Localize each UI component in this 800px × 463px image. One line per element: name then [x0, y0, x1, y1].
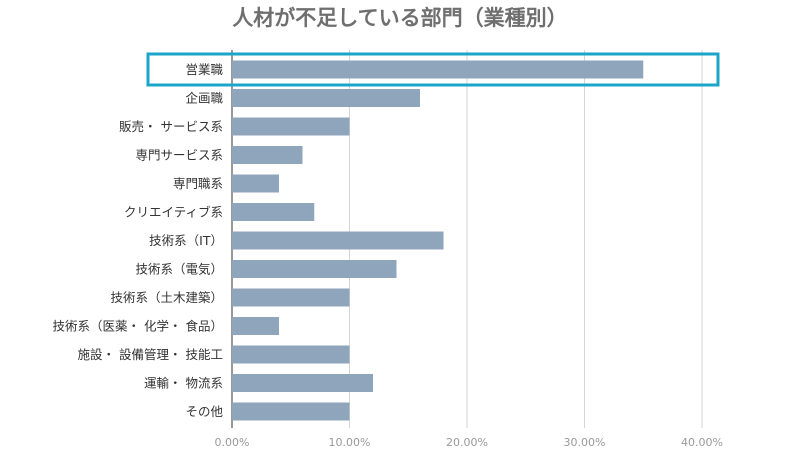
highlight-layer	[146, 52, 720, 87]
bar	[232, 203, 315, 221]
category-label: 技術系（IT）	[149, 233, 223, 248]
category-label: 専門サービス系	[135, 148, 223, 163]
category-label: その他	[185, 404, 223, 419]
category-label: 販売・ サービス系	[119, 119, 223, 134]
bar	[232, 231, 444, 250]
x-tick-label: 10.00%	[329, 436, 371, 449]
bar	[232, 174, 279, 193]
x-tick-label: 40.00%	[681, 436, 723, 449]
x-tick-labels: 0.00% 10.00% 20.00% 30.00% 40.00%	[215, 436, 723, 449]
category-label: 技術系（電気）	[135, 262, 223, 277]
x-tick-label: 30.00%	[564, 436, 606, 449]
category-label: クリエイティブ系	[124, 205, 223, 220]
bar	[232, 345, 350, 364]
x-tick-label: 0.00%	[215, 436, 250, 449]
bar	[232, 402, 350, 421]
category-label: 営業職	[185, 62, 223, 77]
category-label: 運輸・ 物流系	[144, 376, 223, 391]
bar	[232, 89, 420, 107]
bar	[232, 260, 397, 278]
bar	[232, 60, 644, 79]
category-label: 施設・ 設備管理・ 技能工	[78, 347, 223, 362]
category-label: 企画職	[185, 91, 223, 106]
category-label: 技術系（土木建築）	[110, 290, 223, 305]
category-label: 専門職系	[173, 176, 223, 191]
highlight-box	[146, 52, 720, 87]
x-tick-label: 20.00%	[446, 436, 488, 449]
chart-title: 人材が不足している部門（業種別）	[232, 6, 567, 30]
bar	[232, 117, 350, 136]
bar	[232, 374, 373, 392]
bar	[232, 146, 303, 164]
category-label: 技術系（医薬・ 化学・ 食品）	[53, 319, 223, 334]
bars	[232, 60, 644, 421]
bar	[232, 317, 279, 335]
bar	[232, 288, 350, 307]
